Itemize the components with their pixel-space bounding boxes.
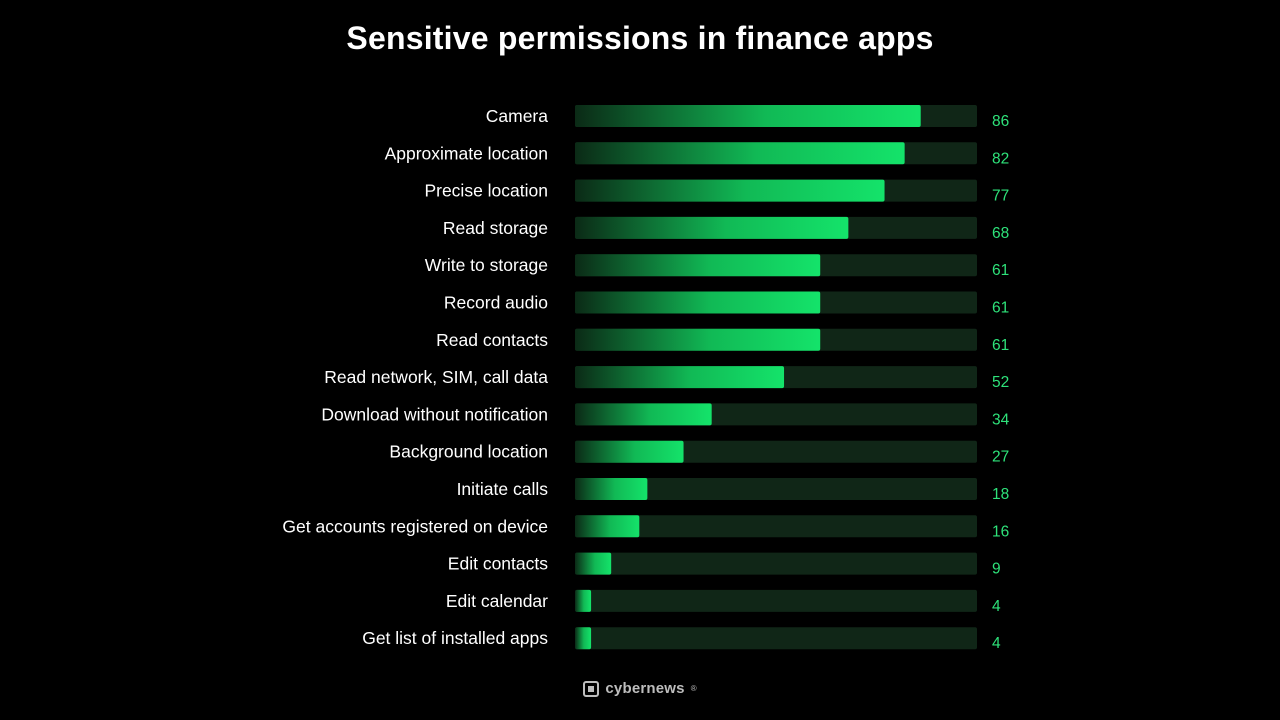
- category-label: Read network, SIM, call data: [324, 367, 548, 387]
- brand-footer: cybernews ®: [0, 680, 1280, 697]
- chart-title: Sensitive permissions in finance apps: [346, 20, 934, 56]
- value-label: 82: [992, 150, 1009, 167]
- bar: [575, 328, 821, 351]
- value-label: 4: [992, 598, 1001, 615]
- bar: [575, 366, 785, 389]
- bar: [575, 105, 921, 127]
- cybernews-logo-icon: [583, 680, 600, 697]
- brand-name: cybernews: [605, 680, 685, 697]
- value-label: 27: [992, 449, 1009, 466]
- value-label: 9: [992, 561, 1001, 578]
- bar: [575, 403, 712, 426]
- bar-track: [575, 478, 977, 500]
- category-label: Edit contacts: [448, 554, 548, 574]
- category-label: Write to storage: [425, 255, 548, 275]
- bar-track: [575, 589, 977, 612]
- value-label: 61: [992, 262, 1009, 279]
- value-label: 61: [992, 300, 1009, 317]
- bars-group: Camera 86 Approximate location 82 Precise lo…: [282, 105, 1010, 652]
- bar: [575, 440, 684, 463]
- category-label: Approximate location: [385, 143, 548, 163]
- value-label: 61: [992, 337, 1009, 354]
- bar: [575, 515, 640, 538]
- bar: [575, 254, 821, 277]
- bar: [575, 142, 905, 165]
- category-label: Get list of installed apps: [362, 628, 548, 648]
- value-label: 16: [992, 523, 1009, 540]
- value-label: 68: [992, 225, 1009, 242]
- bar: [575, 216, 849, 239]
- bar: [575, 179, 885, 202]
- value-label: 86: [992, 113, 1009, 130]
- value-label: 4: [992, 635, 1001, 652]
- bar-track: [575, 515, 977, 538]
- bar: [575, 291, 821, 314]
- category-label: Precise location: [424, 181, 548, 201]
- bar-track: [575, 627, 977, 650]
- bar: [575, 552, 612, 575]
- bar: [575, 627, 592, 650]
- value-label: 52: [992, 374, 1009, 391]
- bar: [575, 478, 648, 500]
- value-label: 34: [992, 411, 1010, 428]
- registered-mark: ®: [690, 684, 697, 693]
- category-label: Read contacts: [436, 330, 548, 350]
- category-label: Edit calendar: [446, 591, 548, 611]
- value-label: 77: [992, 188, 1009, 205]
- category-label: Get accounts registered on device: [282, 516, 548, 536]
- category-label: Camera: [486, 106, 549, 126]
- value-label: 18: [992, 486, 1009, 503]
- category-label: Initiate calls: [457, 479, 549, 499]
- category-label: Download without notification: [321, 404, 548, 424]
- category-label: Read storage: [443, 218, 548, 238]
- category-label: Record audio: [444, 293, 548, 313]
- bar-track: [575, 552, 977, 575]
- category-label: Background location: [389, 442, 548, 462]
- bar: [575, 589, 592, 612]
